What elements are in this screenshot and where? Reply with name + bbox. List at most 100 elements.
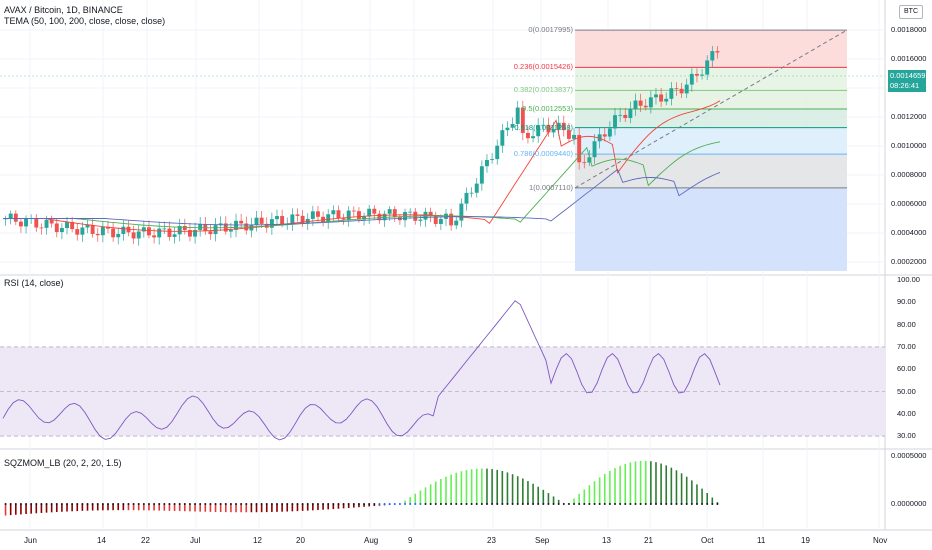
sqz-dot (163, 503, 166, 505)
candle-body (582, 162, 587, 164)
candle-body (387, 209, 392, 214)
candle-body (336, 210, 341, 219)
sqz-dot (567, 503, 570, 505)
sqz-dot (537, 503, 540, 505)
rsi-line (2, 300, 721, 441)
fib-zone (575, 154, 847, 188)
candle-body (638, 100, 643, 106)
time-tick: 19 (801, 536, 810, 545)
sqz-dot (245, 503, 248, 505)
sqz-dot (573, 503, 576, 505)
candle-body (193, 229, 198, 237)
sqz-dot (465, 503, 468, 505)
sqz-dot (25, 503, 28, 505)
sqz-dot (96, 503, 99, 505)
candle-body (111, 228, 116, 238)
fib-level-label: 0.5(0.0012553) (522, 103, 573, 113)
last-price-badge: 0.0014659 08:26:41 (888, 70, 926, 92)
candle-body (356, 211, 361, 220)
sqz-dot (649, 503, 652, 505)
candle-body (694, 73, 699, 76)
time-tick: 14 (97, 536, 106, 545)
candle-body (259, 217, 264, 224)
candle-body (39, 227, 44, 229)
last-price-value: 0.0014659 (890, 71, 926, 80)
candle-body (75, 229, 80, 235)
candle-body (551, 129, 556, 133)
sqz-dot (19, 503, 22, 505)
candle-body (49, 220, 54, 224)
candle-body (607, 128, 612, 137)
sqz-dot (363, 503, 366, 505)
sqz-dot (229, 503, 232, 505)
fib-level-label: 0(0.0017995) (528, 25, 573, 35)
candle-body (710, 51, 715, 61)
candle-body (577, 134, 582, 163)
sqz-dot (701, 503, 704, 505)
candle-body (495, 145, 500, 160)
sqz-dot (608, 503, 611, 505)
price-tick: 0.0008000 (891, 170, 927, 179)
tema-fast-line (3, 100, 721, 232)
candle-body (208, 231, 213, 235)
sqz-dot (311, 503, 314, 505)
sqz-dot (629, 503, 632, 505)
rsi-tick: 60.00 (897, 364, 916, 374)
sqz-tick: 0.0005000 (891, 451, 927, 460)
sqz-dot (501, 503, 504, 505)
candle-body (674, 88, 679, 90)
sqz-dot (76, 503, 79, 505)
sqz-dot (455, 503, 458, 505)
candle-body (54, 223, 59, 233)
sqz-dot (147, 503, 150, 505)
currency-badge[interactable]: BTC (899, 5, 923, 19)
fib-level-label: 1(0.0007110) (528, 182, 573, 192)
price-tick: 0.0006000 (891, 199, 927, 208)
sqz-dot (424, 503, 427, 505)
price-tick: 0.0018000 (891, 25, 927, 34)
candle-body (100, 226, 105, 236)
candle-body (131, 232, 136, 239)
candle-body (280, 216, 285, 225)
candle-body (433, 216, 438, 224)
candle-body (602, 134, 607, 137)
sqz-dot (91, 503, 94, 505)
candle-body (13, 213, 18, 222)
sqz-dot (506, 503, 509, 505)
candle-body (428, 211, 433, 217)
candle-body (613, 115, 617, 129)
sqz-dot (55, 503, 58, 505)
candle-body (459, 203, 464, 221)
sqz-dot (357, 503, 360, 505)
candle-body (367, 208, 372, 217)
candle-body (59, 228, 64, 233)
sqz-dot (450, 503, 453, 505)
sqz-dot (614, 503, 617, 505)
candle-body (310, 211, 315, 219)
time-tick: 11 (757, 536, 766, 545)
candle-body (269, 219, 274, 228)
sqz-dot (383, 503, 386, 505)
candle-body (531, 136, 536, 139)
time-tick: Jun (24, 536, 37, 545)
candle-body (474, 183, 479, 193)
sqz-dot (670, 503, 673, 505)
candle-body (295, 214, 300, 216)
sqz-dot (224, 503, 227, 505)
sqz-dot (81, 503, 84, 505)
candle-body (684, 84, 689, 94)
candle-body (136, 231, 141, 239)
sqz-dot (491, 503, 494, 505)
candle-body (95, 233, 100, 236)
candle-body (331, 210, 336, 215)
sqz-dot (45, 503, 48, 505)
fib-zone (575, 187, 847, 271)
sqz-dot (434, 503, 437, 505)
candle-body (290, 214, 295, 224)
sqz-dot (173, 503, 176, 505)
sqz-dot (286, 503, 289, 505)
sqz-dot (373, 503, 376, 505)
candle-body (700, 74, 705, 76)
candle-body (218, 223, 223, 226)
